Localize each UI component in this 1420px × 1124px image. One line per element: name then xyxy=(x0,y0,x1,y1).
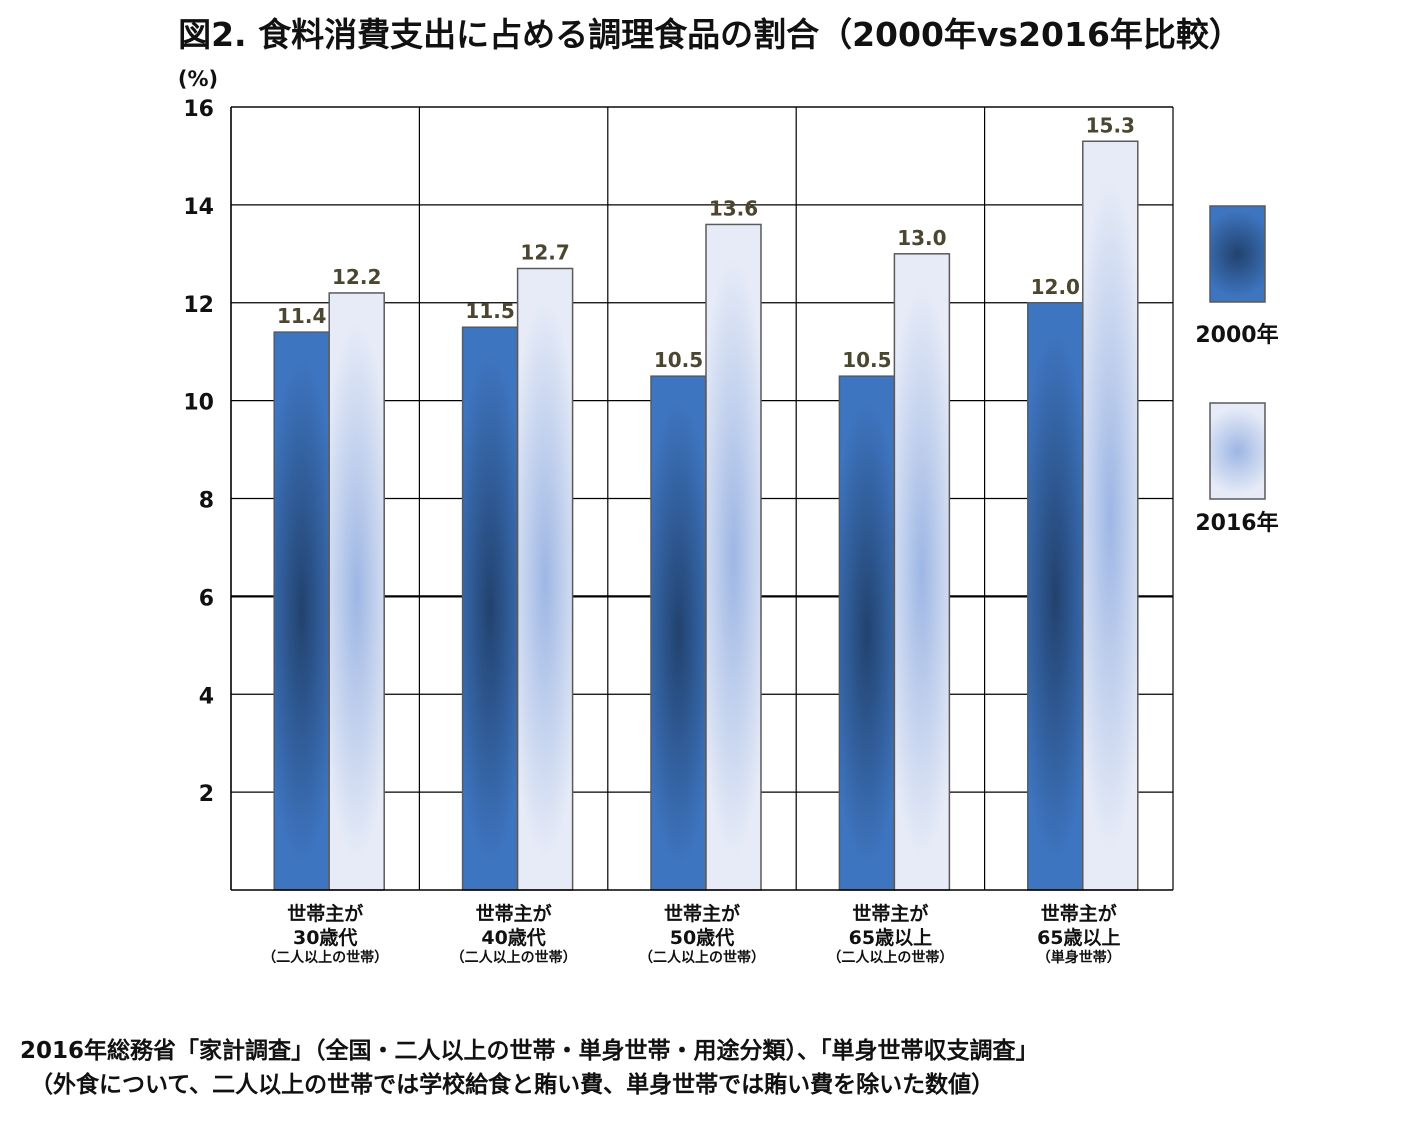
data-label: 12.0 xyxy=(1031,275,1080,299)
label-layer: 11.412.2 11.5 12.7 10.5 13.6 10.5 13.0 12.0 15.3 xyxy=(277,113,1135,372)
legend-swatch-series2 xyxy=(1209,402,1266,500)
bar-series1 xyxy=(650,375,707,891)
x-category-label-line3: （二人以上の世帯） xyxy=(639,949,765,966)
x-category-label-line3: （二人以上の世帯） xyxy=(827,949,953,966)
x-category-label-line2: 30歳代 xyxy=(293,927,357,949)
data-label: 10.5 xyxy=(842,348,891,372)
x-category-label-line1: 世帯主が xyxy=(852,902,928,925)
bar-series1 xyxy=(461,326,519,891)
bar-series2 xyxy=(516,267,574,891)
bar-series1 xyxy=(273,331,330,891)
x-category-label-line1: 世帯主が xyxy=(476,902,552,925)
data-label: 11.5 xyxy=(465,299,514,323)
data-label: 11.4 xyxy=(277,304,326,328)
data-label: 13.0 xyxy=(897,226,946,250)
bar-series2 xyxy=(893,253,951,891)
x-category-label-line2: 40歳代 xyxy=(481,927,545,949)
y-tick-label: 6 xyxy=(199,586,214,611)
y-axis-label: (%) xyxy=(178,67,218,91)
y-tick-label: 12 xyxy=(183,293,214,318)
x-category-label-line2: 65歳以上 xyxy=(849,927,932,949)
x-category-label-line1: 世帯主が xyxy=(664,902,740,925)
y-tick-label: 2 xyxy=(199,782,214,807)
axis-layer: 246810121416(%)世帯主が30歳代（二人以上の世帯）世帯主が40歳代… xyxy=(178,67,1174,966)
x-category-label-line1: 世帯主が xyxy=(287,902,363,925)
source-line-1: 2016年総務省「家計調査」（全国・二人以上の世帯・単身世帯・用途分類）、「単身… xyxy=(20,1038,1039,1064)
legend-label-series2: 2016年 xyxy=(1195,510,1278,536)
x-category-label-line3: （単身世帯） xyxy=(1037,949,1121,966)
y-tick-label: 8 xyxy=(199,489,214,514)
x-category-label-line1: 世帯主が xyxy=(1041,902,1117,925)
data-label: 15.3 xyxy=(1086,113,1135,137)
y-tick-label: 10 xyxy=(183,391,214,416)
bar-series2 xyxy=(705,223,762,891)
data-label: 12.2 xyxy=(332,265,381,289)
legend-label-series1: 2000年 xyxy=(1195,322,1278,348)
x-category-label-line3: （二人以上の世帯） xyxy=(262,949,388,966)
y-tick-label: 14 xyxy=(183,195,214,220)
y-tick-label: 16 xyxy=(183,97,214,122)
bar-series1 xyxy=(838,375,896,891)
x-category-label-line3: （二人以上の世帯） xyxy=(451,949,577,966)
x-category-label-line2: 50歳代 xyxy=(670,927,734,949)
source-line-2: （外食について、二人以上の世帯では学校給食と賄い費、単身世帯では賄い費を除いた数… xyxy=(30,1072,995,1098)
bar-series2 xyxy=(1082,140,1139,891)
data-label: 13.6 xyxy=(709,196,758,220)
y-tick-label: 4 xyxy=(199,684,214,709)
legend-swatch-series1 xyxy=(1209,205,1266,303)
data-label: 12.7 xyxy=(520,240,569,264)
bar-series2 xyxy=(328,292,385,891)
bar-layer xyxy=(273,140,1139,891)
data-label: 10.5 xyxy=(654,348,703,372)
chart-title: 図2. 食料消費支出に占める調理食品の割合（2000年vs2016年比較） xyxy=(178,15,1242,54)
bar-series1 xyxy=(1027,302,1084,891)
source-note: 2016年総務省「家計調査」（全国・二人以上の世帯・単身世帯・用途分類）、「単身… xyxy=(20,1034,1039,1102)
legend: 2000年 2016年 xyxy=(1195,205,1279,536)
x-category-label-line2: 65歳以上 xyxy=(1037,927,1120,949)
